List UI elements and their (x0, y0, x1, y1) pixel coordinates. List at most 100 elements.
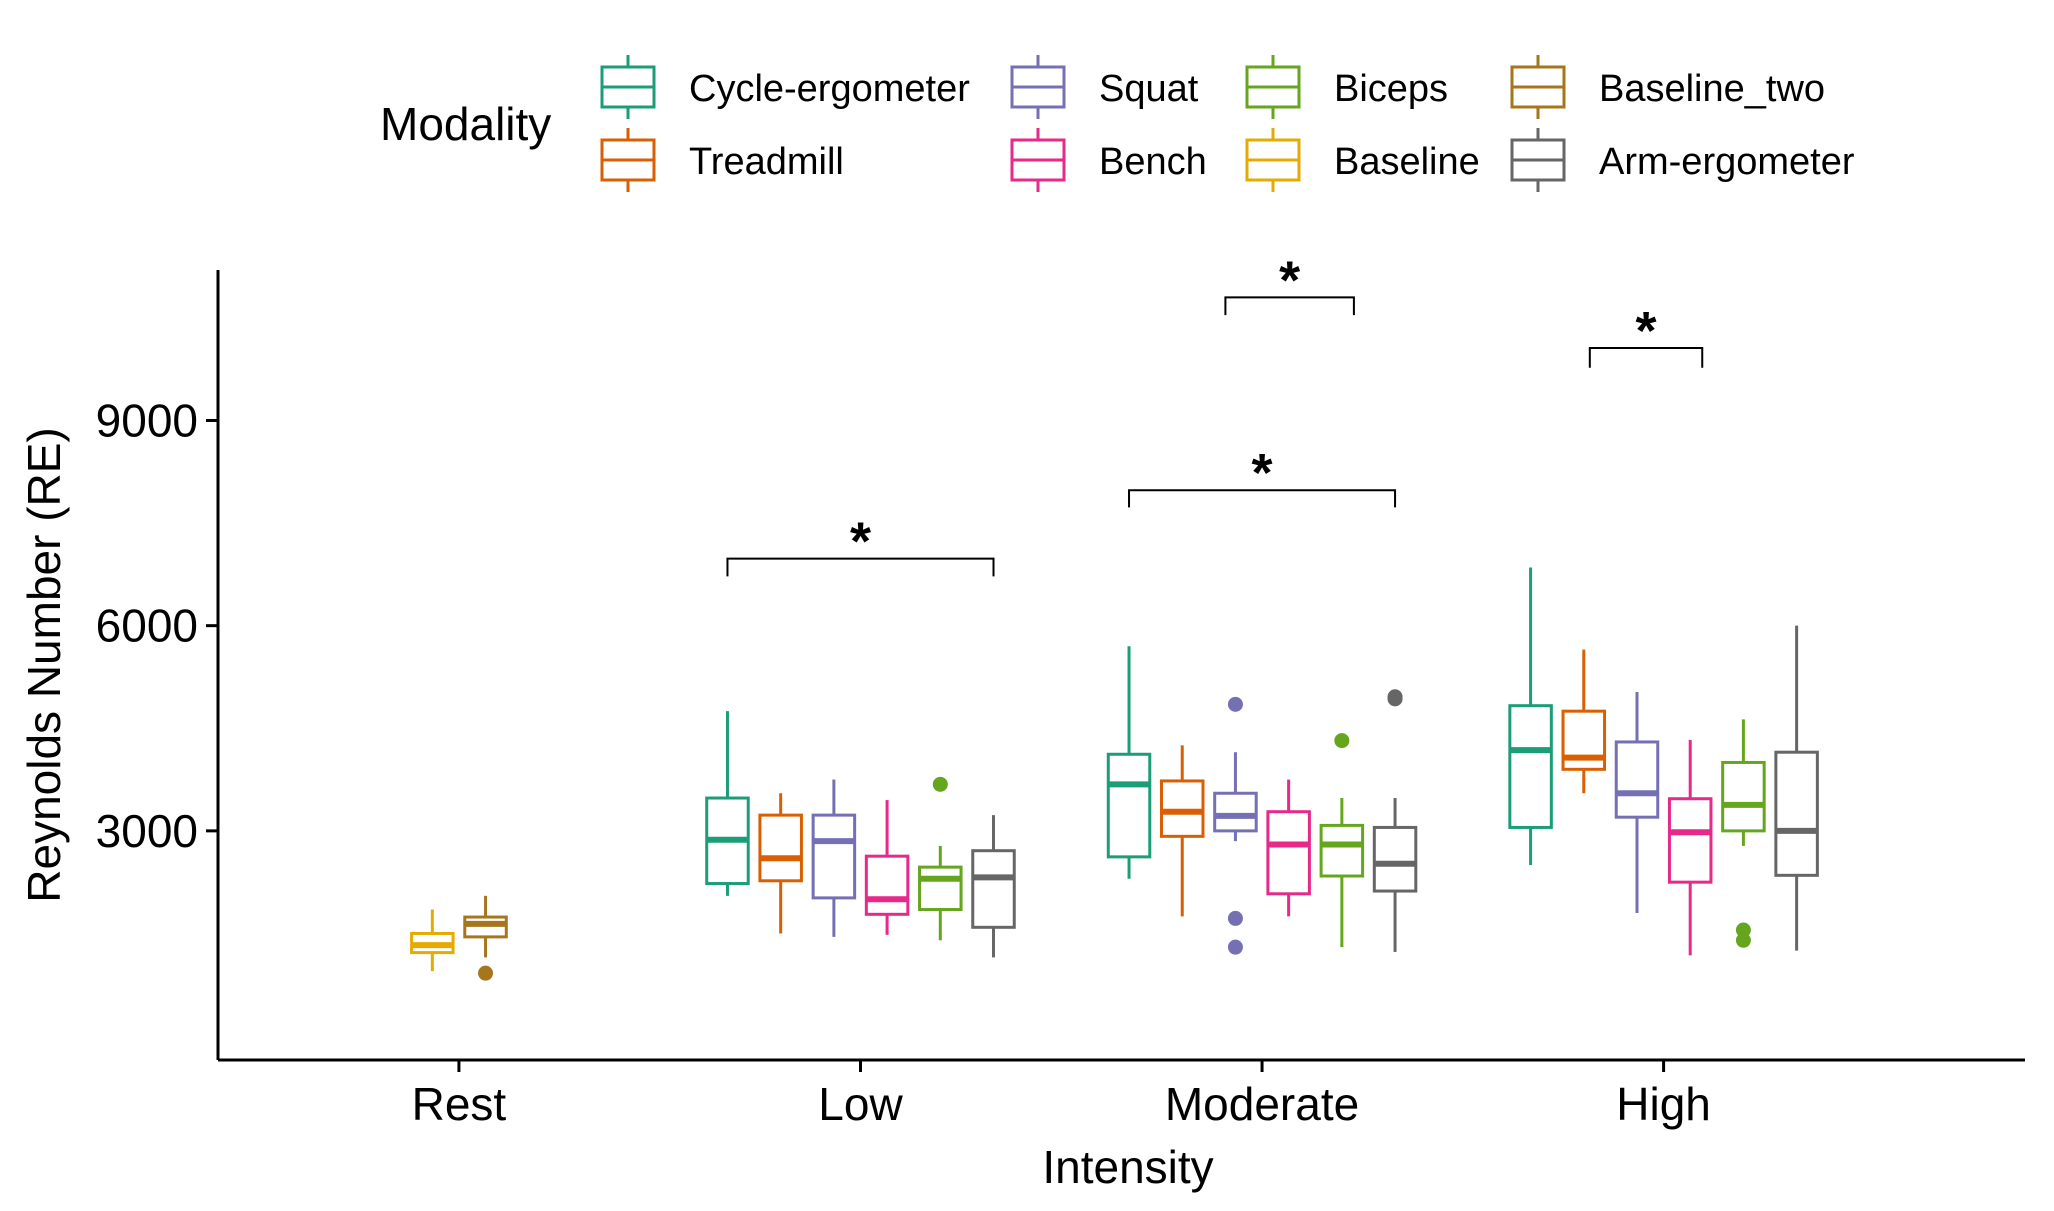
x-tick-label: Low (818, 1078, 903, 1130)
box-rect (1667, 797, 1713, 884)
legend-item: Baseline (1245, 128, 1480, 192)
legend-key (1010, 55, 1066, 119)
x-tick-label: High (1616, 1078, 1711, 1130)
outlier-point (1387, 689, 1403, 705)
legend-key (1245, 55, 1301, 119)
box (811, 779, 857, 937)
box (971, 815, 1016, 958)
bracket-line (1128, 489, 1397, 508)
legend-key (1010, 128, 1066, 192)
box (1319, 733, 1365, 948)
bracket-line (726, 557, 995, 577)
box-rect (1106, 752, 1152, 859)
significance-brackets: * * * * (726, 250, 1704, 577)
legend-label: Arm-ergometer (1599, 141, 1855, 183)
outlier-point (932, 776, 948, 792)
box-rect (1721, 760, 1766, 833)
box (864, 800, 910, 935)
legend-item: Squat (1010, 55, 1199, 119)
box (1508, 567, 1553, 866)
box (1266, 779, 1311, 917)
outlier-point (478, 965, 494, 981)
x-tick-label: Moderate (1165, 1078, 1359, 1130)
box (1774, 625, 1819, 951)
significance-star: * (1252, 443, 1273, 503)
legend-label: Treadmill (689, 141, 844, 183)
box (463, 895, 508, 981)
y-axis-title: Reynolds Number (RE) (18, 427, 70, 902)
legend-item: Arm-ergometer (1510, 128, 1855, 192)
significance-bracket: * (1224, 250, 1355, 316)
legend-item: Biceps (1245, 55, 1448, 119)
legend-label: Cycle-ergometer (689, 68, 970, 110)
box (1721, 719, 1766, 948)
box (1372, 689, 1418, 952)
box-rect (1213, 791, 1258, 833)
box-rect (1508, 704, 1553, 829)
significance-bracket: * (726, 512, 995, 577)
legend-key (1245, 128, 1301, 192)
legend-item: Bench (1010, 128, 1207, 192)
y-ticks: 3000 6000 9000 (96, 394, 218, 857)
box-rect (918, 865, 963, 912)
box (1614, 692, 1660, 913)
outlier-point (1227, 910, 1243, 926)
box (1106, 646, 1152, 879)
box (758, 793, 803, 934)
box (1159, 745, 1205, 917)
legend-key (600, 128, 656, 192)
legend-item: Cycle-ergometer (600, 55, 970, 119)
legend-key (1510, 128, 1566, 192)
box (1213, 696, 1258, 955)
legend-key (600, 55, 656, 119)
box-rect (971, 849, 1016, 929)
box-rect (463, 915, 508, 939)
bracket-line (1224, 296, 1355, 316)
significance-bracket: * (1588, 301, 1704, 368)
legend: Modality Cycle-ergometer Treadmill Squat Be… (380, 55, 1855, 192)
significance-star: * (1636, 301, 1657, 361)
legend-label: Baseline (1334, 141, 1480, 183)
legend-label: Biceps (1334, 68, 1448, 110)
legend-label: Squat (1099, 68, 1199, 110)
box (705, 711, 750, 896)
box-rect (1159, 779, 1205, 838)
box-rect (864, 854, 910, 916)
legend-item: Treadmill (600, 128, 844, 192)
x-tick-label: Rest (412, 1078, 507, 1130)
plot-area: * * * * 3000 6000 9000 Rest Low Moderate High (96, 250, 2025, 1130)
box (1561, 649, 1607, 794)
box-rect (1319, 823, 1365, 878)
significance-bracket: * (1128, 443, 1397, 508)
box (918, 776, 963, 941)
y-tick-label: 9000 (96, 394, 198, 446)
legend-title: Modality (380, 98, 551, 150)
box-rect (1774, 750, 1819, 877)
box-rect (1614, 740, 1660, 819)
box-rect (811, 813, 857, 900)
bracket-line (1588, 346, 1704, 368)
outlier-point (1334, 733, 1350, 749)
outlier-point (1227, 939, 1243, 955)
box-rect (1372, 825, 1418, 893)
box-rect (758, 813, 803, 883)
outlier-point (1735, 932, 1751, 948)
legend-label: Baseline_two (1599, 68, 1825, 110)
x-axis-title: Intensity (1042, 1141, 1213, 1193)
box (410, 909, 455, 972)
y-tick-label: 3000 (96, 805, 198, 857)
legend-label: Bench (1099, 141, 1207, 183)
legend-key (1510, 55, 1566, 119)
boxes (410, 567, 1819, 981)
legend-item: Baseline_two (1510, 55, 1825, 119)
outlier-point (1735, 922, 1751, 938)
box-rect (1266, 810, 1311, 896)
significance-star: * (850, 512, 871, 572)
box (1667, 739, 1713, 956)
significance-star: * (1279, 250, 1300, 310)
x-ticks: Rest Low Moderate High (412, 1060, 1711, 1130)
axes: 3000 6000 9000 Rest Low Moderate High (96, 270, 2025, 1130)
legend-items: Cycle-ergometer Treadmill Squat Bench Biceps… (600, 55, 1855, 192)
outlier-point (1227, 696, 1243, 712)
